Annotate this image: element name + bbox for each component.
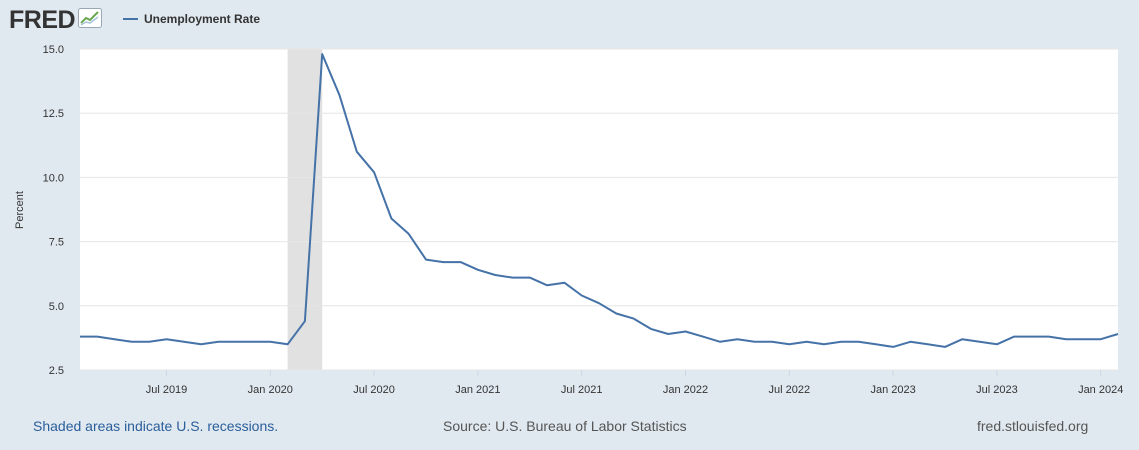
x-tick-label: Jan 2024: [1078, 384, 1123, 396]
x-tick-label: Jan 2020: [248, 384, 293, 396]
chart-legend[interactable]: Unemployment Rate: [123, 11, 260, 27]
y-tick-label: 7.5: [49, 237, 64, 249]
gridline-layer: [80, 48, 1118, 371]
y-tick-label: 12.5: [43, 108, 64, 120]
y-tick-label: 10.0: [43, 172, 64, 184]
chart-line-icon: [78, 7, 103, 33]
y-axis-label: Percent: [14, 191, 26, 229]
x-tick-label: Jul 2021: [561, 384, 603, 396]
y-tick-layer: 2.5 5.0 7.5 10.0 12.5 15.0: [43, 44, 64, 377]
series-layer: [80, 53, 1119, 348]
series-line-unemployment-rate[interactable]: [80, 53, 1119, 348]
source-note: Source: U.S. Bureau of Labor Statistics: [443, 418, 687, 434]
x-tick-label: Jan 2023: [870, 384, 915, 396]
x-tick-layer: Jul 2019 Jan 2020 Jul 2020 Jan 2021 Jul 2021…: [146, 370, 1123, 396]
legend-swatch: [123, 18, 138, 20]
unemployment-chart: 2.55.07.510.012.515.0 Jul 2019 Jan 2020 Ju…: [14, 44, 1123, 396]
x-tick-label: Jan 2021: [455, 384, 500, 396]
y-tick-label: 2.5: [49, 365, 64, 377]
fred-header: FRED: [9, 6, 103, 34]
site-link[interactable]: fred.stlouisfed.org: [977, 418, 1089, 434]
y-tick-label: 15.0: [43, 44, 64, 56]
x-tick-label: Jul 2022: [769, 384, 811, 396]
recession-note: Shaded areas indicate U.S. recessions.: [33, 418, 279, 434]
fred-logo[interactable]: FRED: [9, 6, 76, 34]
x-tick-label: Jul 2019: [146, 384, 188, 396]
x-tick-label: Jul 2023: [976, 384, 1018, 396]
x-tick-label: Jan 2022: [663, 384, 708, 396]
y-tick-label: 5.0: [49, 301, 64, 313]
legend-label: Unemployment Rate: [144, 12, 261, 26]
plot-background: [80, 49, 1118, 370]
x-tick-label: Jul 2020: [353, 384, 395, 396]
